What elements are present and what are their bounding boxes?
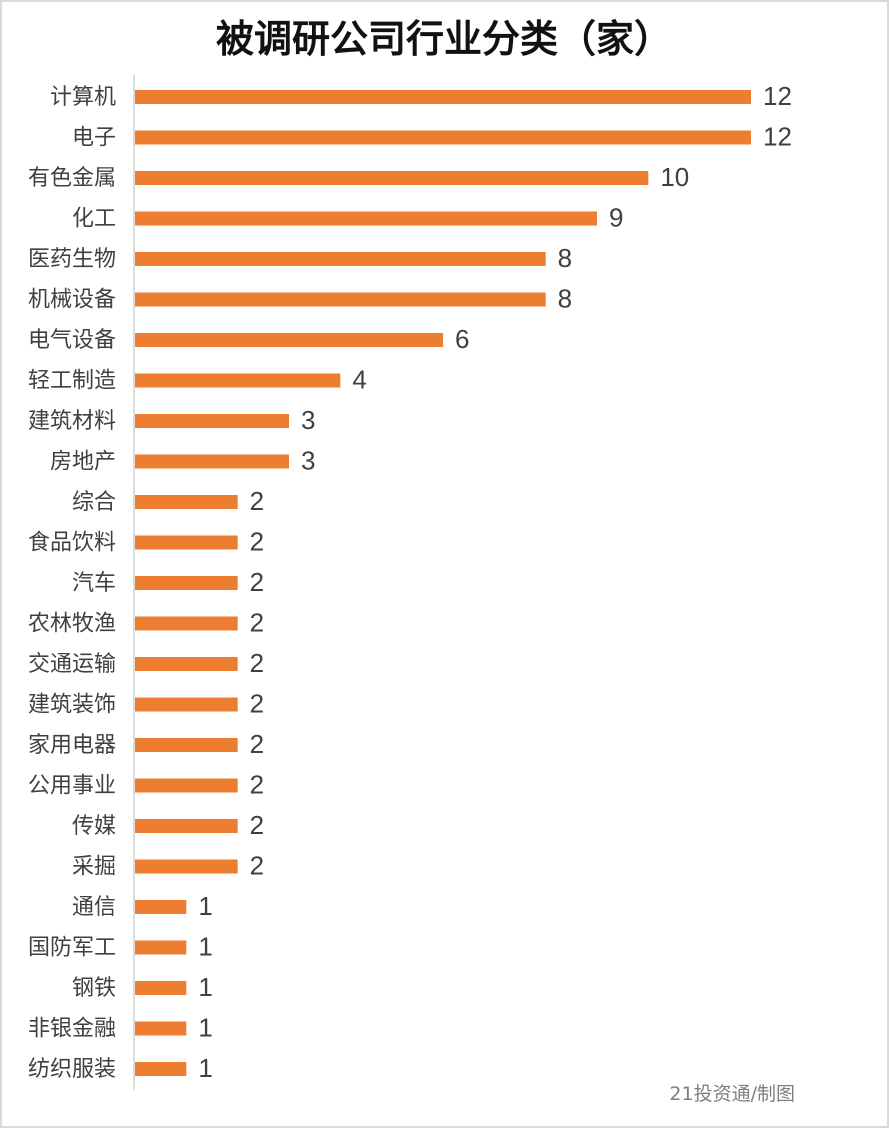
bar bbox=[135, 657, 238, 671]
category-label: 综合 bbox=[72, 490, 116, 515]
data-label: 2 bbox=[250, 486, 264, 516]
bar bbox=[135, 130, 751, 145]
category-label: 非银金融 bbox=[28, 1017, 116, 1042]
category-label: 农林牧渔 bbox=[28, 612, 116, 637]
data-label: 8 bbox=[558, 284, 572, 314]
category-label: 家用电器 bbox=[28, 733, 116, 758]
bar bbox=[135, 211, 597, 226]
data-label: 12 bbox=[763, 81, 792, 111]
data-label: 1 bbox=[198, 972, 212, 1002]
data-label: 2 bbox=[250, 648, 264, 678]
category-label: 交通运输 bbox=[28, 652, 116, 677]
data-label: 2 bbox=[250, 770, 264, 800]
bar bbox=[135, 981, 187, 995]
bar bbox=[135, 576, 238, 590]
data-label: 2 bbox=[250, 527, 264, 557]
data-label: 3 bbox=[301, 446, 315, 476]
bar bbox=[135, 414, 289, 428]
bar bbox=[135, 535, 238, 550]
bar bbox=[135, 1021, 187, 1036]
category-label: 计算机 bbox=[50, 85, 116, 110]
bar bbox=[135, 454, 289, 469]
data-label: 1 bbox=[198, 1013, 212, 1043]
bar bbox=[135, 171, 649, 185]
data-label: 3 bbox=[301, 405, 315, 435]
category-label: 传媒 bbox=[72, 814, 116, 839]
category-label: 有色金属 bbox=[28, 166, 116, 191]
data-label: 10 bbox=[660, 162, 689, 192]
source-note: 21投资通/制图 bbox=[669, 1083, 795, 1105]
category-label: 通信 bbox=[72, 895, 116, 920]
bar bbox=[135, 90, 751, 104]
category-label: 公用事业 bbox=[28, 774, 116, 799]
category-label: 化工 bbox=[72, 207, 116, 232]
data-label: 1 bbox=[198, 1053, 212, 1083]
bar bbox=[135, 738, 238, 752]
data-label: 2 bbox=[250, 567, 264, 597]
category-label: 医药生物 bbox=[28, 247, 116, 272]
category-label: 钢铁 bbox=[72, 976, 116, 1001]
bar bbox=[135, 292, 546, 307]
bar bbox=[135, 819, 238, 833]
data-label: 4 bbox=[352, 365, 366, 395]
data-label: 6 bbox=[455, 324, 469, 354]
category-label: 房地产 bbox=[50, 450, 116, 475]
category-label: 建筑材料 bbox=[28, 409, 116, 434]
bar bbox=[135, 252, 546, 266]
bar bbox=[135, 495, 238, 509]
category-label: 电气设备 bbox=[28, 328, 116, 353]
data-label: 8 bbox=[558, 243, 572, 273]
bar bbox=[135, 616, 238, 631]
bar bbox=[135, 900, 187, 914]
bar bbox=[135, 940, 187, 955]
data-label: 2 bbox=[250, 608, 264, 638]
bar bbox=[135, 1062, 187, 1076]
bar bbox=[135, 859, 238, 874]
category-label: 轻工制造 bbox=[28, 369, 116, 394]
data-label: 2 bbox=[250, 729, 264, 759]
category-label: 采掘 bbox=[72, 855, 116, 880]
data-label: 9 bbox=[609, 203, 623, 233]
bar bbox=[135, 373, 341, 388]
data-label: 2 bbox=[250, 810, 264, 840]
data-label: 12 bbox=[763, 122, 792, 152]
bar bbox=[135, 778, 238, 793]
chart-title: 被调研公司行业分类（家） bbox=[216, 17, 672, 61]
category-label: 机械设备 bbox=[28, 288, 116, 313]
data-label: 2 bbox=[250, 689, 264, 719]
category-label: 国防军工 bbox=[28, 936, 116, 961]
category-label: 电子 bbox=[72, 126, 116, 151]
data-label: 1 bbox=[198, 891, 212, 921]
data-label: 2 bbox=[250, 851, 264, 881]
category-label: 食品饮料 bbox=[28, 531, 116, 556]
bar bbox=[135, 333, 443, 347]
category-label: 汽车 bbox=[72, 571, 116, 596]
data-label: 1 bbox=[198, 932, 212, 962]
category-label: 纺织服装 bbox=[28, 1057, 116, 1082]
bar bbox=[135, 697, 238, 712]
category-label: 建筑装饰 bbox=[28, 693, 116, 718]
